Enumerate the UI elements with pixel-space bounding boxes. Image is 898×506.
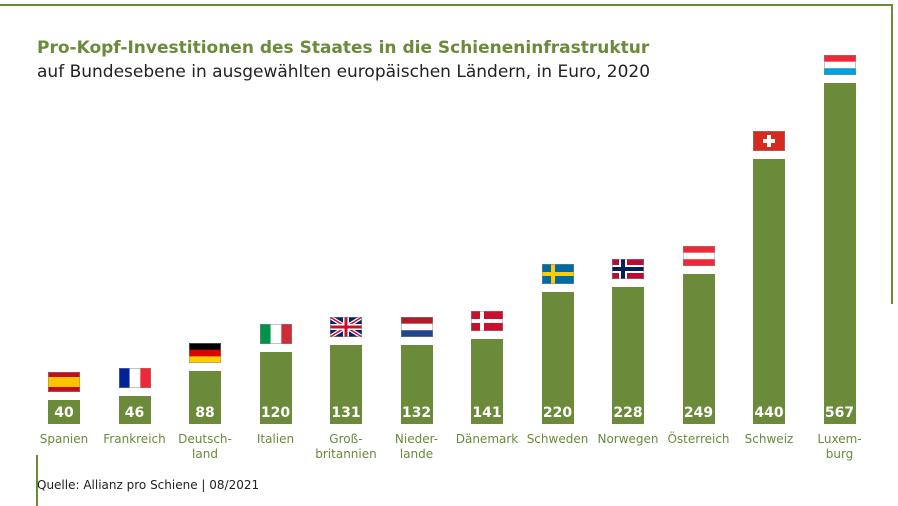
- flag-icon: [682, 246, 715, 267]
- bar: [682, 274, 715, 424]
- bar: [400, 344, 433, 424]
- bar: [541, 291, 574, 424]
- chart-subtitle: auf Bundesebene in ausgewählten europäis…: [37, 62, 651, 82]
- frame-left: [36, 455, 38, 506]
- flag-icon: [48, 371, 80, 392]
- source-note: Quelle: Allianz pro Schiene | 08/2021: [37, 478, 260, 492]
- flag: [48, 371, 80, 392]
- flag-icon: [189, 343, 221, 364]
- value-label: 46: [124, 405, 145, 421]
- flag: [612, 258, 644, 279]
- bar: [330, 345, 362, 424]
- value-label: 120: [260, 405, 291, 421]
- flag-icon: [471, 311, 503, 332]
- x-tick-label: Luxem- burg: [817, 432, 862, 461]
- x-tick-label: Spanien: [39, 432, 89, 446]
- flag-icon: [753, 131, 785, 152]
- flag: [328, 315, 364, 339]
- value-label: 88: [195, 405, 215, 421]
- bar: [259, 351, 292, 424]
- value-label: 132: [401, 405, 432, 421]
- x-tick-label: Österreich: [667, 432, 730, 446]
- flag: [682, 246, 715, 267]
- flag: [189, 343, 221, 364]
- flag: [823, 55, 856, 75]
- bar: [753, 159, 785, 424]
- flag: [259, 323, 292, 344]
- flag-icon: [328, 315, 364, 339]
- bar: [612, 286, 644, 424]
- x-tick-label: Nieder- lande: [394, 432, 439, 461]
- flag: [400, 316, 433, 337]
- value-label: 249: [683, 405, 714, 421]
- x-tick-label: Frankreich: [103, 432, 166, 446]
- flag-icon: [612, 258, 644, 279]
- flag: [471, 311, 503, 332]
- frame-right: [891, 4, 893, 304]
- value-label: 40: [54, 405, 74, 421]
- flag-icon: [823, 55, 856, 75]
- flag-icon: [541, 263, 574, 284]
- flag: [541, 263, 574, 284]
- bar: [118, 396, 151, 424]
- bar: [189, 371, 221, 424]
- flag: [118, 368, 151, 389]
- x-tick-label: Schweden: [526, 432, 589, 446]
- frame-top: [0, 4, 893, 6]
- x-tick-label: Deutsch- land: [178, 432, 232, 461]
- x-tick-label: Italien: [256, 432, 295, 446]
- x-tick-label: Schweiz: [744, 432, 794, 446]
- flag-icon: [118, 368, 151, 389]
- value-label: 220: [542, 405, 573, 421]
- value-label: 141: [472, 405, 502, 421]
- value-label: 228: [613, 405, 643, 421]
- value-label: 131: [331, 405, 361, 421]
- bar: [471, 339, 503, 424]
- value-label: 567: [824, 405, 855, 421]
- x-tick-label: Dänemark: [455, 432, 519, 446]
- flag-icon: [259, 323, 292, 344]
- bar: [48, 399, 80, 424]
- flag: [753, 131, 785, 152]
- x-tick-label: Groß- britannien: [315, 432, 377, 461]
- flag-icon: [400, 316, 433, 337]
- bar: [823, 83, 856, 424]
- chart-title: Pro-Kopf-Investitionen des Staates in di…: [37, 38, 650, 58]
- x-tick-label: Norwegen: [597, 432, 659, 446]
- value-label: 440: [754, 405, 784, 421]
